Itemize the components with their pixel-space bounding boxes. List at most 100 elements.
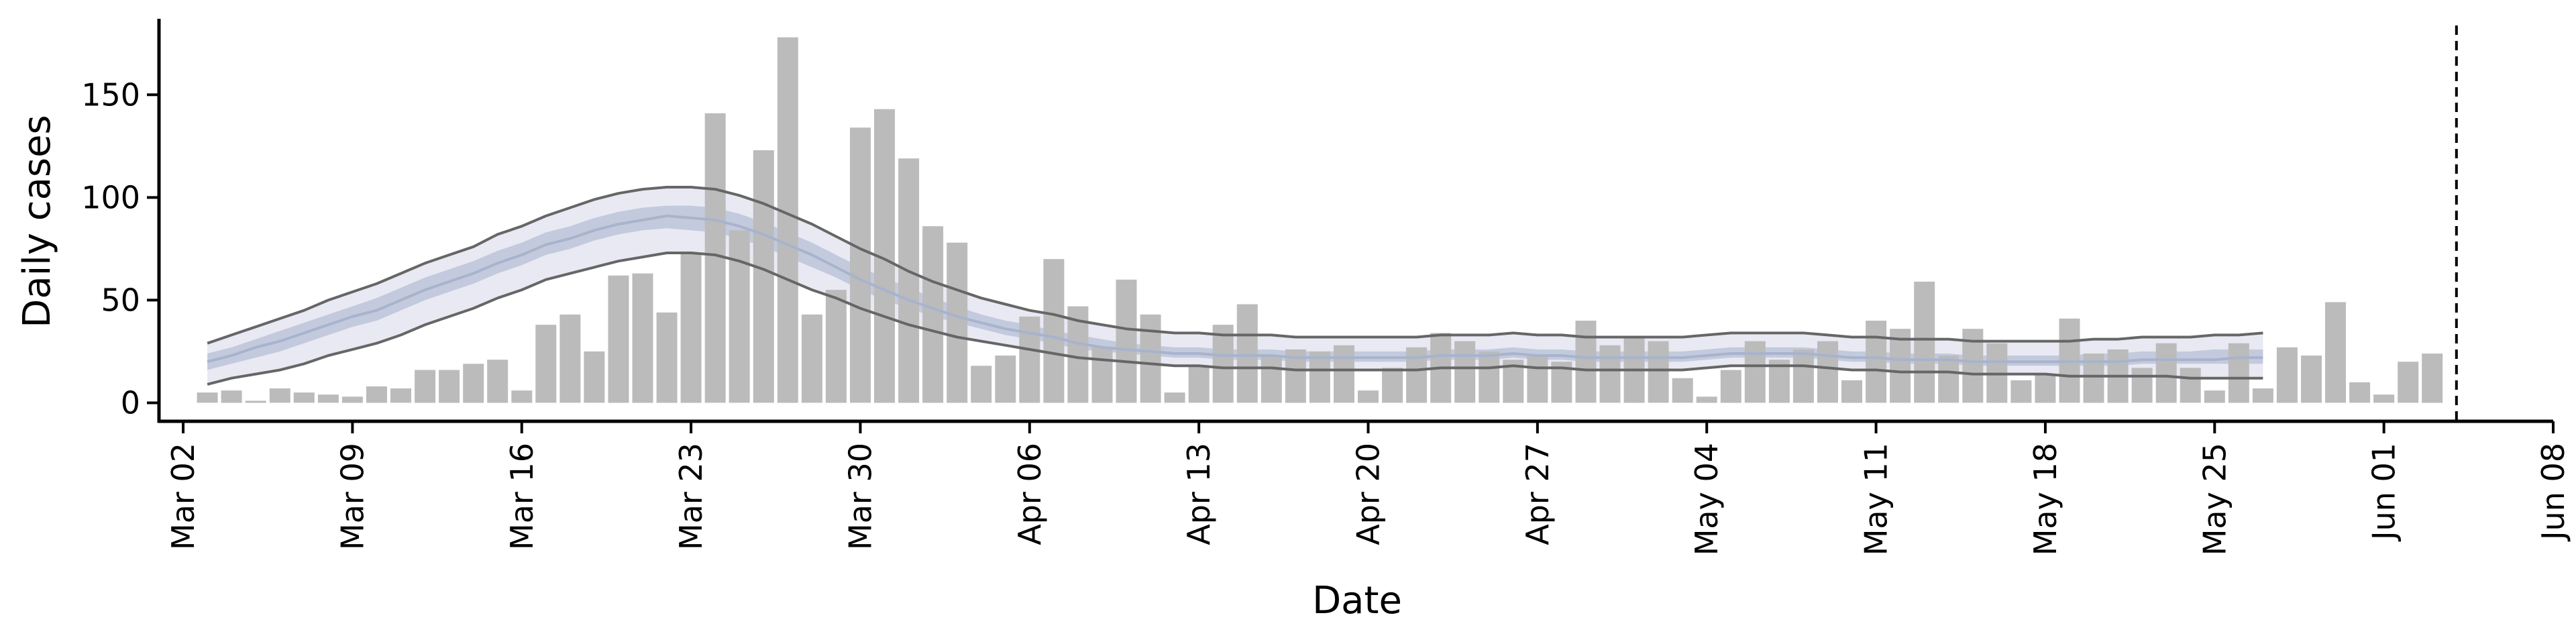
bar-day-89 [2349, 382, 2371, 403]
bar-day-27 [850, 127, 871, 403]
x-axis-label: Date [1312, 579, 1402, 623]
bar-day-44 [1260, 356, 1282, 403]
bar-day-22 [729, 230, 750, 403]
y-axis-ticks: 0 50 100 150 [81, 76, 159, 421]
chart-axes [157, 19, 2553, 423]
bar-day-10 [439, 370, 460, 403]
bar-day-35 [1043, 259, 1065, 403]
bar-day-67 [1817, 341, 1838, 403]
x-tick-label-1: Mar 09 [334, 443, 370, 550]
bar-day-64 [1744, 341, 1766, 403]
y-tick-label-0: 0 [121, 384, 140, 421]
bar-day-61 [1672, 378, 1693, 403]
bar-day-25 [801, 314, 822, 403]
bar-day-11 [463, 364, 484, 403]
x-tick-label-14: Jun 08 [2535, 443, 2571, 542]
x-tick-label-2: Mar 16 [504, 443, 540, 550]
bar-day-6 [341, 396, 363, 403]
bar-day-31 [947, 242, 968, 403]
bar-day-58 [1599, 345, 1621, 403]
bar-day-57 [1575, 321, 1597, 403]
x-tick-label-10: May 11 [1858, 443, 1894, 555]
bar-day-33 [995, 356, 1016, 403]
y-axis-label: Daily cases [15, 115, 59, 327]
x-tick-label-7: Apr 20 [1350, 443, 1387, 545]
median-line [207, 214, 2263, 364]
bar-day-5 [317, 394, 339, 403]
bar-day-16 [584, 351, 605, 403]
bar-day-46 [1309, 351, 1330, 403]
x-tick-label-11: May 18 [2027, 443, 2063, 555]
y-tick-label-2: 100 [81, 179, 140, 215]
bar-day-20 [680, 253, 702, 403]
bar-day-83 [2204, 390, 2225, 403]
bar-day-38 [1116, 279, 1137, 403]
x-tick-label-5: Apr 06 [1012, 443, 1048, 545]
bar-day-42 [1212, 325, 1234, 403]
x-tick-label-8: Apr 27 [1519, 443, 1556, 545]
bar-day-17 [608, 275, 629, 403]
bar-day-52 [1454, 341, 1476, 403]
x-axis-ticks: Mar 02 Mar 09 Mar 16 Mar 23 Mar 30 Apr 06 Apr … [165, 421, 2571, 555]
bar-day-66 [1792, 349, 1814, 403]
bar-day-63 [1720, 370, 1741, 403]
x-tick-label-13: Jun 01 [2366, 443, 2402, 542]
bar-day-19 [656, 312, 678, 403]
bar-day-91 [2398, 362, 2419, 403]
bar-day-75 [2010, 380, 2032, 403]
bar-day-60 [1648, 341, 1669, 403]
bar-day-7 [366, 386, 387, 403]
bar-day-81 [2155, 343, 2177, 403]
bar-day-41 [1188, 366, 1210, 403]
y-tick-label-3: 150 [81, 76, 140, 113]
bar-day-76 [2035, 374, 2056, 403]
bar-day-85 [2252, 388, 2273, 403]
bar-day-9 [415, 370, 436, 403]
bar-day-80 [2131, 368, 2153, 403]
x-tick-label-0: Mar 02 [165, 443, 201, 550]
bar-day-32 [971, 366, 992, 403]
bar-day-70 [1890, 329, 1911, 403]
bar-day-0 [197, 392, 218, 403]
bar-day-3 [269, 388, 290, 403]
bar-day-47 [1334, 345, 1354, 403]
bar-day-48 [1358, 390, 1379, 403]
bar-day-1 [221, 390, 242, 403]
x-tick-label-9: May 04 [1688, 443, 1725, 555]
bar-day-34 [1019, 316, 1040, 403]
bar-day-55 [1527, 356, 1548, 403]
bar-day-90 [2373, 394, 2395, 403]
bar-day-18 [632, 273, 653, 403]
x-tick-label-12: May 25 [2196, 443, 2233, 555]
lower-bound-line [207, 252, 2263, 386]
bar-day-29 [898, 158, 920, 403]
bar-day-82 [2180, 368, 2201, 403]
bar-day-26 [825, 290, 847, 403]
bar-day-53 [1479, 351, 1500, 403]
bar-day-8 [390, 388, 411, 403]
bar-day-49 [1382, 368, 1403, 403]
bar-day-87 [2301, 356, 2322, 403]
bar-day-13 [511, 390, 533, 403]
x-tick-label-4: Mar 30 [843, 443, 879, 550]
bar-day-88 [2325, 302, 2346, 403]
model-lines [207, 25, 2458, 421]
bar-day-14 [535, 325, 557, 403]
bar-day-4 [293, 392, 315, 403]
upper-bound-line [207, 186, 2263, 345]
x-tick-label-3: Mar 23 [673, 443, 709, 550]
bar-day-62 [1696, 396, 1717, 403]
bar-day-23 [753, 150, 774, 403]
bar-day-84 [2228, 343, 2249, 403]
bar-day-30 [922, 226, 944, 403]
bar-day-92 [2422, 354, 2443, 403]
bar-day-43 [1236, 304, 1258, 403]
bar-day-69 [1866, 321, 1887, 403]
bar-day-37 [1091, 347, 1113, 403]
bar-day-71 [1914, 281, 1935, 403]
x-tick-label-6: Apr 13 [1181, 443, 1217, 545]
y-tick-label-1: 50 [101, 282, 140, 318]
bar-day-86 [2276, 347, 2298, 403]
bar-day-15 [559, 314, 581, 403]
